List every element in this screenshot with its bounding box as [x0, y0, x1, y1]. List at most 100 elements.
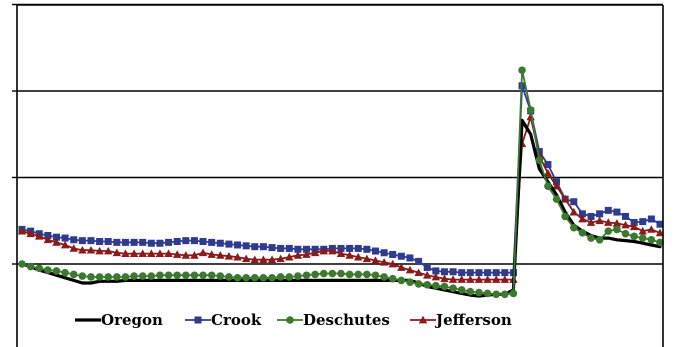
- point-jefferson-5: [60, 240, 70, 249]
- point-jefferson-11: [112, 248, 122, 257]
- point-crook-30: [277, 244, 285, 252]
- point-deschutes-73: [647, 235, 656, 244]
- series-deschutes: [18, 66, 664, 299]
- point-deschutes-71: [630, 232, 638, 241]
- series-layer: [17, 66, 665, 299]
- point-deschutes-7: [78, 272, 87, 280]
- point-crook-17: [165, 238, 173, 246]
- point-crook-60: [535, 148, 543, 156]
- point-jefferson-6: [69, 244, 78, 252]
- point-deschutes-5: [61, 268, 69, 277]
- point-jefferson-65: [578, 214, 587, 223]
- point-jefferson-73: [647, 225, 656, 233]
- point-deschutes-46: [414, 280, 423, 288]
- point-deschutes-20: [190, 271, 199, 280]
- point-crook-12: [121, 238, 129, 246]
- point-jefferson-14: [138, 249, 147, 257]
- point-crook-23: [216, 239, 224, 247]
- axes: [12, 3, 664, 347]
- point-crook-48: [432, 267, 440, 275]
- point-jefferson-74: [655, 228, 665, 237]
- point-deschutes-60: [535, 156, 544, 164]
- point-crook-49: [440, 268, 448, 276]
- point-crook-7: [78, 237, 86, 245]
- point-crook-11: [113, 238, 121, 246]
- point-crook-72: [639, 218, 647, 226]
- point-deschutes-50: [449, 284, 457, 293]
- point-deschutes-28: [259, 274, 268, 282]
- point-crook-33: [303, 245, 311, 253]
- point-deschutes-63: [561, 212, 569, 221]
- point-crook-53: [475, 269, 483, 277]
- point-deschutes-16: [156, 271, 164, 280]
- point-jefferson-67: [595, 216, 604, 225]
- point-deschutes-49: [440, 282, 449, 291]
- point-crook-45: [406, 254, 414, 262]
- point-crook-41: [371, 247, 379, 255]
- point-deschutes-4: [52, 267, 61, 275]
- point-jefferson-16: [155, 249, 165, 257]
- point-crook-4: [52, 233, 60, 241]
- point-deschutes-12: [121, 273, 130, 281]
- point-crook-37: [337, 244, 345, 252]
- point-jefferson-64: [569, 207, 578, 216]
- point-deschutes-51: [457, 286, 466, 294]
- point-crook-26: [242, 242, 250, 250]
- point-deschutes-14: [138, 272, 147, 280]
- point-jefferson-38: [345, 251, 354, 259]
- point-jefferson-34: [310, 248, 320, 257]
- point-deschutes-53: [475, 288, 483, 297]
- point-jefferson-13: [129, 249, 139, 257]
- point-deschutes-24: [225, 273, 233, 281]
- point-crook-65: [578, 210, 586, 218]
- point-deschutes-22: [207, 271, 216, 280]
- point-deschutes-64: [569, 223, 578, 232]
- point-deschutes-29: [268, 274, 276, 282]
- point-jefferson-3: [43, 235, 53, 244]
- point-jefferson-72: [638, 226, 647, 235]
- point-crook-9: [96, 238, 104, 246]
- point-jefferson-15: [147, 249, 156, 257]
- point-crook-14: [139, 238, 147, 246]
- point-crook-62: [553, 178, 561, 186]
- point-deschutes-21: [199, 271, 207, 280]
- point-deschutes-47: [423, 280, 432, 289]
- point-jefferson-24: [224, 252, 234, 260]
- point-jefferson-36: [328, 246, 337, 255]
- point-jefferson-37: [336, 249, 346, 257]
- point-jefferson-12: [121, 249, 130, 257]
- legend-label-crook: Crook: [211, 311, 262, 329]
- point-jefferson-7: [78, 245, 87, 254]
- point-deschutes-66: [587, 234, 595, 242]
- point-crook-20: [190, 237, 198, 245]
- point-jefferson-47: [423, 271, 432, 279]
- point-jefferson-62: [552, 181, 561, 190]
- point-jefferson-43: [388, 259, 397, 268]
- point-deschutes-25: [233, 274, 242, 282]
- point-deschutes-3: [44, 266, 52, 274]
- point-deschutes-15: [147, 272, 156, 280]
- point-jefferson-51: [457, 275, 466, 283]
- point-jefferson-52: [466, 275, 475, 283]
- series-oregon: [20, 118, 662, 298]
- point-jefferson-40: [362, 254, 372, 263]
- point-deschutes-55: [492, 290, 500, 299]
- point-deschutes-70: [621, 229, 630, 238]
- point-deschutes-32: [294, 272, 302, 280]
- point-deschutes-59: [526, 106, 535, 114]
- legend-marker-crook: [194, 316, 202, 324]
- point-crook-71: [630, 218, 638, 226]
- point-deschutes-69: [613, 225, 621, 234]
- point-deschutes-10: [104, 273, 113, 281]
- point-deschutes-65: [578, 229, 587, 237]
- point-crook-40: [363, 245, 371, 253]
- point-crook-16: [156, 239, 164, 247]
- point-deschutes-44: [397, 276, 406, 285]
- point-crook-74: [656, 220, 664, 228]
- point-jefferson-30: [276, 254, 285, 263]
- point-deschutes-1: [26, 262, 35, 271]
- point-crook-25: [234, 241, 242, 249]
- point-crook-66: [587, 212, 595, 220]
- point-jefferson-56: [500, 275, 510, 283]
- point-crook-8: [87, 237, 95, 245]
